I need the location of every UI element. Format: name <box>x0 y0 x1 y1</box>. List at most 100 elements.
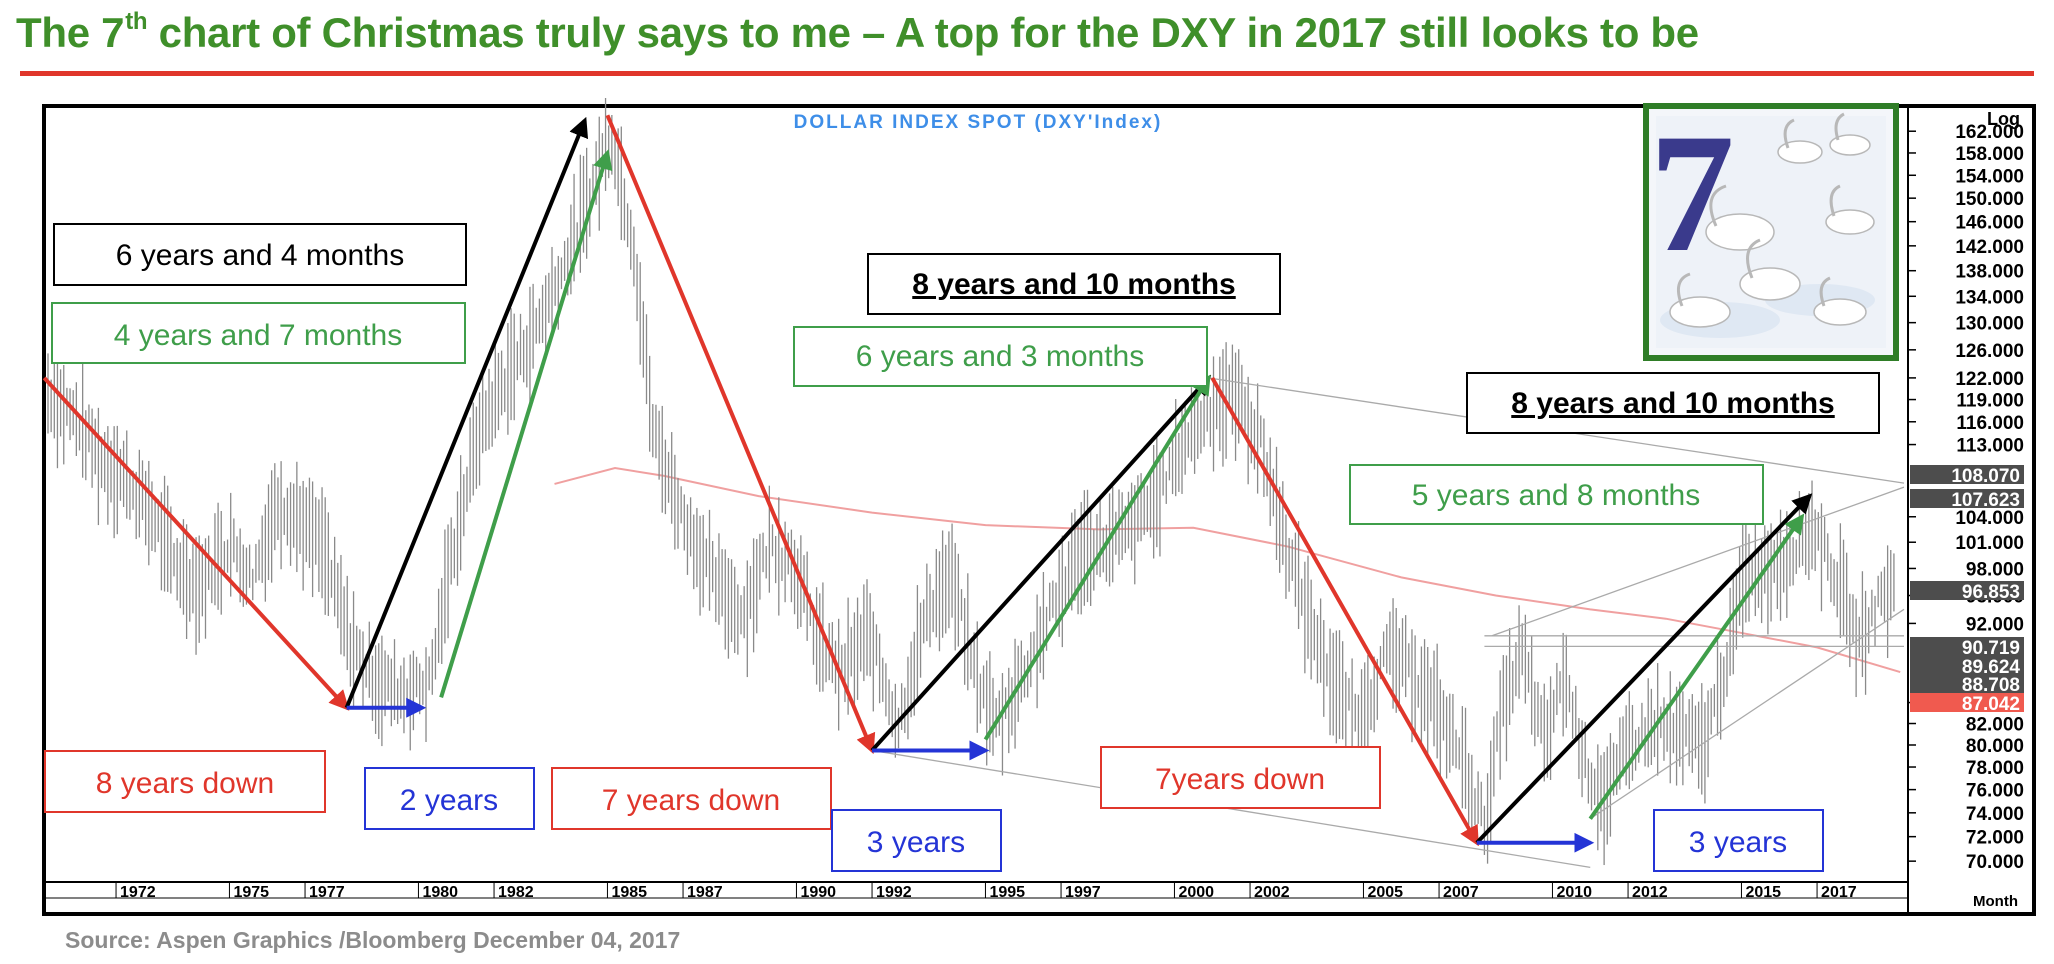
title-text-post: chart of Christmas truly says to me – A … <box>147 9 1700 56</box>
price-tag-label: 107.623 <box>1951 490 2020 511</box>
title-text-pre: The 7 <box>16 9 125 56</box>
x-tick-label: 2000 <box>1178 884 1214 901</box>
up-arrow-green <box>439 149 613 698</box>
x-tick-label: 1990 <box>800 884 836 901</box>
price-tags: 108.070 107.623 96.853 90.71989.62488.70887… <box>1910 465 2024 715</box>
x-tick-label: 2007 <box>1443 884 1479 901</box>
years-label-box: 3 years <box>831 809 1002 872</box>
y-tick-label: 116.000 <box>1956 413 2024 434</box>
years-label: 2 years <box>400 784 498 817</box>
years-label: 3 years <box>1689 826 1787 859</box>
price-tag <box>1910 581 2024 600</box>
annotation-box: 8 years and 10 months <box>1466 372 1880 434</box>
price-tag <box>1910 693 2024 712</box>
price-tag-label: 108.070 <box>1951 466 2020 487</box>
x-tick-label: 1997 <box>1065 884 1101 901</box>
x-tick-label: 1977 <box>309 884 345 901</box>
x-tick-label: 1995 <box>989 884 1025 901</box>
y-tick-label: 142.000 <box>1955 237 2024 258</box>
annotation-box: 8 years and 10 months <box>867 253 1281 315</box>
y-tick-label: 101.000 <box>1955 533 2024 554</box>
price-tag-label: 87.042 <box>1962 694 2020 715</box>
source-note: Source: Aspen Graphics /Bloomberg Decemb… <box>65 927 681 953</box>
y-tick-label: 92.000 <box>1966 614 2024 635</box>
up-arrow-black <box>1475 493 1813 845</box>
y-tick-label: 104.000 <box>1955 508 2024 529</box>
annotation-text: 8 years and 10 months <box>1511 387 1834 420</box>
price-tag-label: 89.624 <box>1962 657 2021 678</box>
price-tag <box>1910 637 2024 656</box>
x-tick-label: 1992 <box>876 884 912 901</box>
up-arrow-green <box>983 374 1211 741</box>
x-axis: 1972 1975 1977 1980 1982 1985 1987 1990 1992 1995… <box>115 882 1857 901</box>
title-superscript: th <box>125 8 148 35</box>
annotation-box: 4 years and 7 months <box>51 302 466 364</box>
y-axis: 70.000 72.000 74.00076.00078.00080.00082.0… <box>1908 122 2024 873</box>
down-label-box: 7 years down <box>551 767 832 830</box>
y-tick-label: 80.000 <box>1966 736 2024 757</box>
trend-line <box>1491 486 1905 637</box>
price-tag-label: 88.708 <box>1962 675 2020 696</box>
x-tick-label: 2010 <box>1556 884 1592 901</box>
annotation-box: 6 years and 3 months <box>793 326 1208 387</box>
years-label: 3 years <box>867 826 965 859</box>
svg-text:7: 7 <box>1650 99 1735 287</box>
y-tick-label: 138.000 <box>1955 262 2024 283</box>
y-tick-label: 72.000 <box>1966 828 2024 849</box>
y-tick-label: 82.000 <box>1966 715 2024 736</box>
down-label-box: 8 years down <box>44 750 326 813</box>
down-label: 7 years down <box>602 784 780 817</box>
down-label-box: 7years down <box>1100 746 1381 809</box>
y-tick-label: 134.000 <box>1955 287 2024 308</box>
y-tick-label: 146.000 <box>1955 213 2024 234</box>
trend-line <box>1589 608 1905 820</box>
price-tag <box>1910 465 2024 484</box>
x-tick-label: 1972 <box>120 884 156 901</box>
page-title: The 7th chart of Christmas truly says to… <box>16 8 1699 57</box>
down-arrow <box>42 376 350 711</box>
x-tick-label: 2015 <box>1745 884 1781 901</box>
y-tick-label: 78.000 <box>1966 758 2024 779</box>
x-tick-label: 1982 <box>498 884 534 901</box>
y-tick-label: 98.000 <box>1966 559 2024 580</box>
down-arrow <box>605 114 876 755</box>
x-tick-label: 2002 <box>1254 884 1290 901</box>
years-label-box: 2 years <box>364 767 535 830</box>
trend-lines-layer <box>871 377 1905 869</box>
scale-label: Log <box>1987 109 2020 129</box>
y-tick-label: 126.000 <box>1955 341 2024 362</box>
x-tick-label: 1980 <box>422 884 458 901</box>
y-tick-label: 158.000 <box>1955 144 2024 165</box>
years-label-box: 3 years <box>1653 809 1824 872</box>
chart-title: DOLLAR INDEX SPOT (DXY'Index) <box>794 112 1163 133</box>
price-tag-label: 96.853 <box>1962 582 2020 603</box>
y-tick-label: 162.000 <box>1955 122 2024 143</box>
x-tick-label: 2017 <box>1821 884 1857 901</box>
x-unit-label: Month <box>1973 893 2018 910</box>
price-tag-label: 90.719 <box>1962 638 2020 659</box>
price-tag <box>1910 674 2024 693</box>
y-tick-label: 74.000 <box>1966 804 2024 825</box>
x-tick-label: 1985 <box>611 884 647 901</box>
y-tick-label: 119.000 <box>1956 391 2024 412</box>
y-tick-label: 150.000 <box>1955 189 2024 210</box>
annotation-box: 6 years and 4 months <box>53 223 467 286</box>
price-tag <box>1910 489 2024 508</box>
y-tick-label: 70.000 <box>1966 852 2024 873</box>
annotation-text: 5 years and 8 months <box>1412 479 1701 512</box>
x-tick-label: 1975 <box>233 884 269 901</box>
down-arrow <box>1210 376 1479 847</box>
y-tick-label: 130.000 <box>1955 314 2024 335</box>
x-tick-label: 2012 <box>1632 884 1668 901</box>
up-arrow-black <box>870 374 1212 752</box>
annotation-text: 8 years and 10 months <box>912 268 1235 301</box>
up-arrow-black <box>344 116 589 709</box>
seven-swans-icon: 7 <box>1643 99 1899 361</box>
down-label: 8 years down <box>96 767 274 800</box>
annotation-text: 4 years and 7 months <box>114 319 403 352</box>
annotation-text: 6 years and 4 months <box>116 239 405 272</box>
moving-average-layer <box>554 466 1901 673</box>
annotation-text: 6 years and 3 months <box>856 340 1145 373</box>
annotation-box: 5 years and 8 months <box>1349 464 1764 525</box>
